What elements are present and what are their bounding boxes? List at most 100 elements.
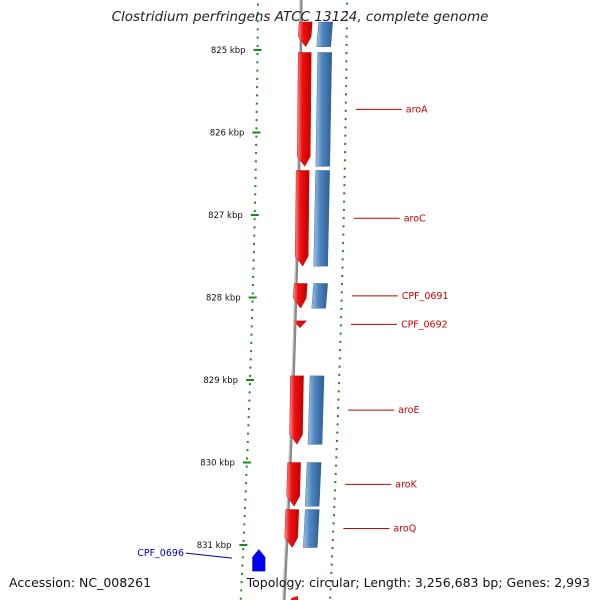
outer-minor-tick [344, 151, 347, 154]
cds-feature [286, 462, 301, 507]
outer-minor-tick [338, 365, 341, 368]
scale-minor-tick [256, 69, 259, 72]
scale-minor-tick [240, 581, 243, 584]
scale-minor-tick [248, 391, 251, 394]
scale-minor-tick [256, 86, 259, 89]
cds-feature [293, 283, 308, 309]
scale-minor-tick [246, 449, 249, 452]
scale-minor-tick [249, 366, 252, 369]
outer-minor-tick [342, 241, 345, 244]
outer-minor-tick [341, 250, 344, 253]
outer-minor-tick [345, 35, 348, 38]
gene-feature [303, 509, 320, 548]
outer-minor-tick [342, 233, 345, 236]
feature-label: aroQ [393, 524, 416, 535]
outer-minor-tick [340, 316, 343, 319]
outer-minor-tick [333, 505, 336, 508]
scale-minor-tick [249, 350, 252, 353]
scale-minor-tick [255, 143, 258, 146]
map-title: Clostridium perfringens ATCC 13124, comp… [111, 9, 489, 25]
feature-label: aroK [395, 479, 417, 490]
scale-minor-tick [247, 424, 250, 427]
outer-minor-tick [344, 142, 347, 145]
scale-minor-tick [251, 317, 254, 320]
gene-feature [315, 52, 332, 167]
outer-minor-tick [335, 456, 338, 459]
outer-minor-tick [341, 283, 344, 286]
cds-feature [294, 170, 310, 267]
gene-feature [304, 462, 322, 507]
outer-minor-tick [345, 68, 348, 71]
scale-minor-tick [244, 490, 247, 493]
outer-minor-tick [345, 27, 348, 30]
feature-label: aroC [404, 213, 426, 224]
outer-minor-tick [340, 291, 343, 294]
scale-minor-tick [253, 209, 256, 212]
outer-minor-tick [344, 118, 347, 121]
outer-minor-tick [345, 60, 348, 63]
outer-minor-tick [337, 390, 340, 393]
outer-minor-tick [336, 431, 339, 434]
outer-minor-tick [331, 538, 334, 541]
scale-minor-tick [252, 259, 255, 262]
gene-feature [313, 170, 330, 267]
scale-tick-label: 826 kbp [210, 129, 245, 139]
scale-minor-tick [254, 185, 257, 188]
accession-text: Accession: NC_008261 [9, 575, 152, 590]
scale-minor-tick [251, 284, 254, 287]
scale-minor-tick [253, 242, 256, 245]
outer-minor-tick [329, 596, 332, 599]
outer-minor-tick [341, 258, 344, 261]
scale-minor-tick [245, 482, 248, 485]
scale-minor-tick [247, 432, 250, 435]
scale-minor-tick [250, 325, 253, 328]
cds-feature [291, 596, 298, 600]
scale-tick-label: 828 kbp [206, 294, 241, 304]
outer-minor-tick [337, 406, 340, 409]
scale-minor-tick [251, 292, 254, 295]
outer-minor-tick [345, 76, 348, 79]
scale-minor-tick [249, 358, 252, 361]
scale-minor-tick [248, 383, 251, 386]
outer-minor-tick [339, 349, 342, 352]
outer-minor-tick [344, 109, 347, 112]
scale-minor-tick [239, 597, 242, 600]
genome-summary-text: Topology: circular; Length: 3,256,683 bp… [246, 575, 590, 590]
scale-minor-tick [254, 193, 257, 196]
feature-leader-line [185, 552, 233, 559]
outer-minor-tick [342, 225, 345, 228]
scale-minor-tick [253, 218, 256, 221]
scale-minor-tick [255, 94, 258, 97]
scale-minor-tick [255, 119, 258, 122]
outer-minor-tick [337, 398, 340, 401]
outer-minor-tick [340, 307, 343, 310]
outer-minor-tick [343, 175, 346, 178]
scale-minor-tick [254, 176, 257, 179]
outer-minor-tick [338, 373, 341, 376]
outer-minor-tick [330, 571, 333, 574]
scale-minor-tick [243, 515, 246, 518]
outer-minor-tick [342, 208, 345, 211]
scale-minor-tick [240, 589, 243, 592]
cds-feature [289, 375, 304, 445]
scale-minor-tick [255, 127, 258, 130]
scale-minor-tick [245, 465, 248, 468]
scale-minor-tick [256, 44, 259, 47]
outer-minor-tick [329, 580, 332, 583]
outer-minor-tick [343, 192, 346, 195]
outer-minor-tick [343, 200, 346, 203]
outer-minor-tick [332, 530, 335, 533]
outer-minor-tick [329, 588, 332, 591]
outer-minor-tick [334, 481, 337, 484]
scale-minor-tick [242, 548, 245, 551]
outer-minor-tick [344, 126, 347, 129]
outer-minor-tick [332, 514, 335, 517]
scale-minor-tick [254, 168, 257, 171]
cds-feature [297, 21, 313, 48]
scale-tick-label: 827 kbp [208, 211, 243, 221]
outer-minor-tick [343, 167, 346, 170]
feature-label: CPF_0696 [137, 548, 184, 559]
outer-minor-tick [335, 439, 338, 442]
